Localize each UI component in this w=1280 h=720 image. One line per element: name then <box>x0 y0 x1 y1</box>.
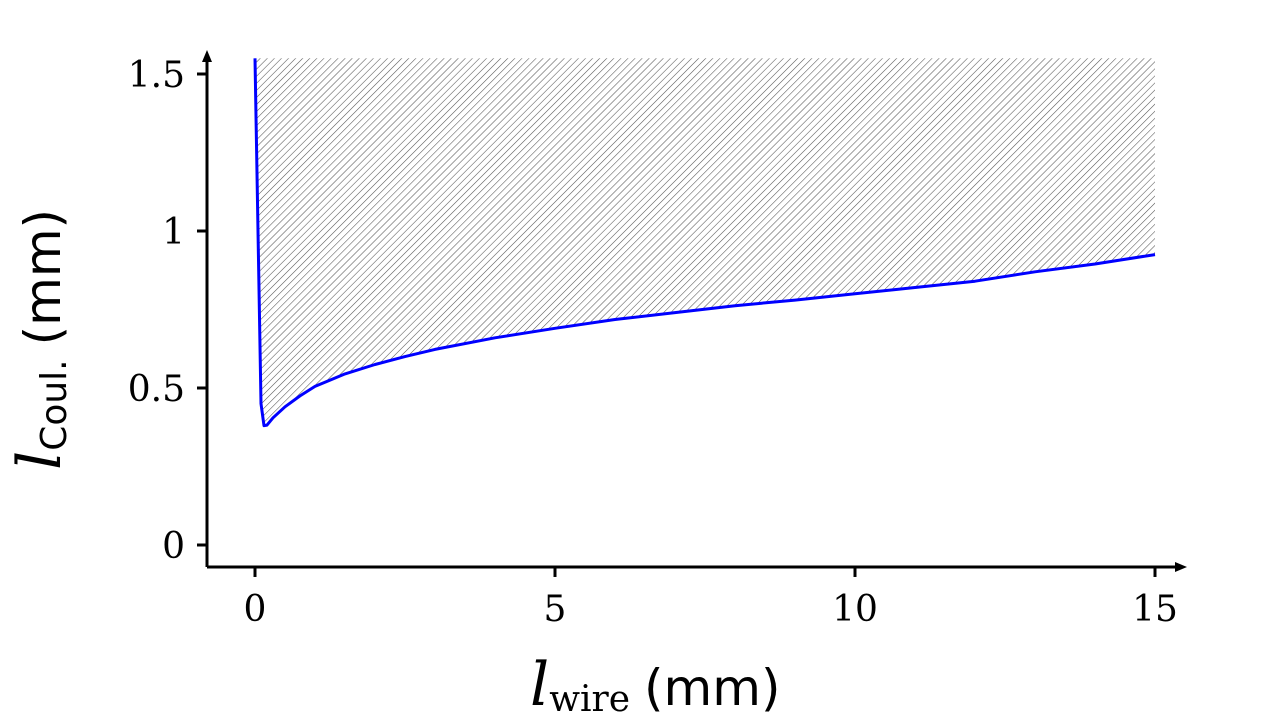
hatched-region <box>255 58 1155 426</box>
y-tick-label: 0 <box>162 526 185 567</box>
x-axis-arrow <box>1175 561 1187 572</box>
x-tick-label: 10 <box>832 589 878 630</box>
x-tick-label: 5 <box>544 589 567 630</box>
y-axis-title: lCoul.(mm) <box>5 209 75 470</box>
x-tick-label: 0 <box>244 589 267 630</box>
y-tick-label: 0.5 <box>128 369 185 410</box>
ticks: 0 5 10 15 0 0.5 1 1.5 <box>128 55 1178 630</box>
axes <box>202 50 1187 572</box>
hatch-fill <box>255 58 1155 426</box>
x-tick-label: 15 <box>1132 589 1178 630</box>
x-axis-title: lwire (mm) <box>530 650 780 720</box>
series-line <box>253 58 1156 428</box>
series-layer <box>253 58 1156 428</box>
y-tick-label: 1.5 <box>128 55 185 96</box>
y-axis-arrow <box>202 50 212 63</box>
y-tick-label: 1 <box>162 212 185 253</box>
